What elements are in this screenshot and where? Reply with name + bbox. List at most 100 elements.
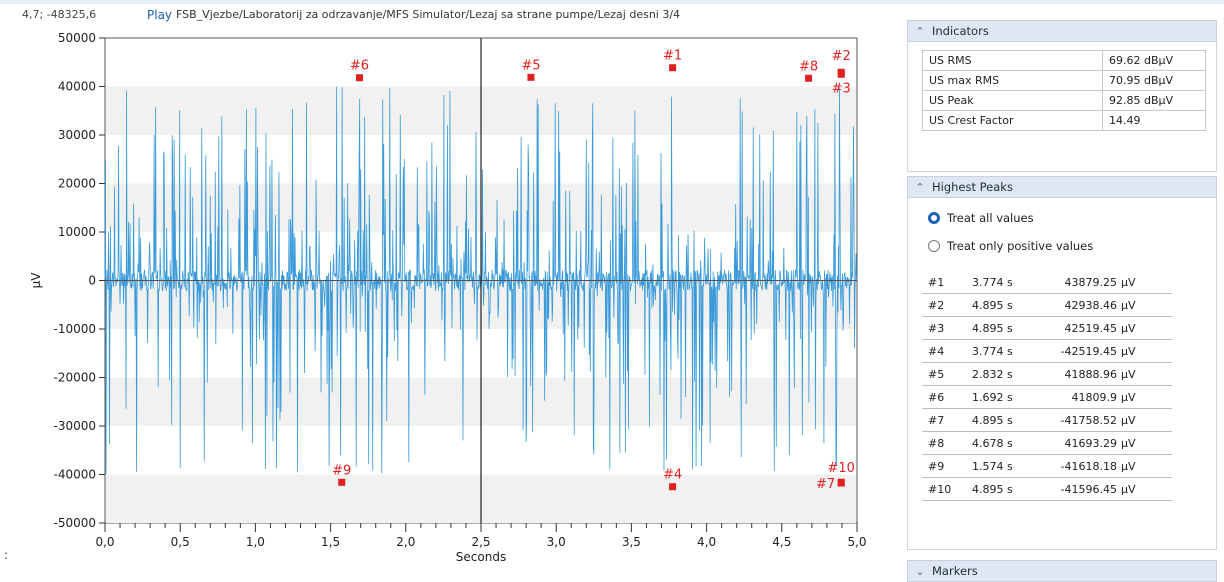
peak-unit: µV	[1121, 271, 1172, 294]
peak-row[interactable]: #7 4.895 s -41758.52 µV	[922, 408, 1172, 432]
peak-value: 41809.9	[1042, 385, 1121, 409]
top-strip	[0, 0, 1224, 4]
peak-time: 4.678 s	[972, 431, 1042, 455]
y-axis: 50000 40000 30000 20000 10000 0 -10000 -20000 -3…	[53, 31, 105, 530]
peak-row[interactable]: #8 4.678 s 41693.29 µV	[922, 431, 1172, 455]
indicators-panel-header[interactable]: ⌃ Indicators	[907, 20, 1217, 42]
peak-value: 41888.96	[1042, 362, 1121, 386]
indicators-title: Indicators	[932, 24, 989, 38]
highest-peaks-panel-header[interactable]: ⌃ Highest Peaks	[907, 176, 1217, 198]
indicator-row: US max RMS 70.95 dBµV	[922, 70, 1206, 91]
peak-marker-square	[338, 478, 346, 486]
peak-marker[interactable]: #4	[663, 468, 682, 491]
treat-all-label: Treat all values	[947, 211, 1034, 225]
radio-selected-icon[interactable]	[928, 212, 940, 224]
peak-id: #9	[922, 454, 972, 478]
peak-marker-label: #2	[832, 49, 851, 64]
peak-time: 4.895 s	[972, 408, 1042, 432]
peak-row[interactable]: #3 4.895 s 42519.45 µV	[922, 316, 1172, 340]
collapse-chevron-icon[interactable]: ⌃	[915, 180, 925, 194]
peak-unit: µV	[1121, 339, 1172, 363]
y-tick-label: -20000	[53, 371, 96, 385]
peak-marker-label: #8	[799, 59, 818, 74]
x-axis-label: Seconds	[456, 550, 506, 564]
x-tick-label: 3,0	[547, 535, 566, 549]
indicator-row: US Crest Factor 14.49	[922, 110, 1206, 131]
cursor-coordinates: 4,7; -48325,6	[22, 8, 97, 21]
peak-marker-label: #3	[832, 81, 851, 96]
x-tick-label: 0,0	[95, 535, 114, 549]
highest-peaks-title: Highest Peaks	[932, 180, 1013, 194]
peak-unit: µV	[1121, 316, 1172, 340]
peak-time: 3.774 s	[972, 271, 1042, 294]
y-tick-label: 50000	[58, 31, 96, 45]
peak-marker[interactable]: #5	[521, 58, 541, 81]
peak-row[interactable]: #2 4.895 s 42938.46 µV	[922, 293, 1172, 317]
y-tick-label: 0	[88, 274, 96, 288]
peak-value: 41693.29	[1042, 431, 1121, 455]
peak-row[interactable]: #10 4.895 s -41596.45 µV	[922, 477, 1172, 501]
peak-id: #6	[922, 385, 972, 409]
collapse-chevron-icon[interactable]: ⌃	[915, 24, 925, 38]
y-tick-label: -40000	[53, 468, 96, 482]
peak-marker-label: #4	[663, 468, 682, 483]
peak-time: 4.895 s	[972, 316, 1042, 340]
peak-marker-square	[355, 74, 363, 82]
x-axis: 0,0 0,5 1,0 1,5 2,0 2,5 3,0 3,5 4,0 4,5 5,0	[95, 523, 867, 549]
peak-unit: µV	[1121, 477, 1172, 501]
peak-marker-label: #9	[332, 463, 351, 478]
peak-marker[interactable]: #1	[663, 49, 682, 72]
markers-title: Markers	[932, 564, 978, 578]
peak-value: 43879.25	[1042, 271, 1121, 294]
markers-panel-header[interactable]: ⌄ Markers	[907, 560, 1217, 582]
peak-marker-square	[527, 73, 535, 81]
x-tick-label: 0,5	[171, 535, 190, 549]
indicator-row: US Peak 92.85 dBµV	[922, 90, 1206, 111]
play-link[interactable]: Play	[147, 8, 173, 22]
peak-marker[interactable]: #9	[332, 463, 351, 486]
indicator-label: US RMS	[922, 50, 1103, 71]
peak-value: -41596.45	[1042, 477, 1121, 501]
waveform-chart[interactable]: #1 #2 #3 #4 #5 #6 #7 #8 #9 #10 50000 40000 30000 200…	[0, 0, 900, 572]
peak-marker-label: #6	[350, 59, 369, 74]
treat-positive-label: Treat only positive values	[947, 239, 1094, 253]
peak-marker[interactable]: #8	[799, 59, 818, 82]
y-tick-label: 40000	[58, 80, 96, 94]
treat-all-option[interactable]: Treat all values	[928, 211, 1034, 225]
y-axis-label: µV	[29, 272, 43, 289]
peak-id: #7	[922, 408, 972, 432]
radio-unselected-icon[interactable]	[928, 240, 940, 252]
peak-marker-label: #10	[827, 461, 854, 476]
peak-row[interactable]: #5 2.832 s 41888.96 µV	[922, 362, 1172, 386]
measurement-path: FSB_Vjezbe/Laboratorij za odrzavanje/MFS…	[176, 8, 681, 21]
peak-time: 2.832 s	[972, 362, 1042, 386]
indicator-label: US max RMS	[922, 70, 1103, 91]
treat-positive-option[interactable]: Treat only positive values	[928, 239, 1093, 253]
peak-id: #10	[922, 477, 972, 501]
peak-id: #4	[922, 339, 972, 363]
peak-marker[interactable]: #10	[827, 461, 855, 486]
x-tick-label: 2,5	[471, 535, 490, 549]
peak-row[interactable]: #1 3.774 s 43879.25 µV	[922, 271, 1172, 294]
indicator-value: 14.49	[1102, 110, 1206, 131]
peak-marker-label: #5	[521, 58, 540, 73]
y-tick-label: -10000	[53, 322, 96, 336]
expand-chevron-icon[interactable]: ⌄	[915, 564, 925, 578]
peak-row[interactable]: #6 1.692 s 41809.9 µV	[922, 385, 1172, 409]
x-tick-label: 2,0	[396, 535, 415, 549]
left-edge-mark: :	[4, 548, 9, 562]
peak-time: 1.574 s	[972, 454, 1042, 478]
indicator-label: US Peak	[922, 90, 1103, 111]
peak-row[interactable]: #4 3.774 s -42519.45 µV	[922, 339, 1172, 363]
peak-row[interactable]: #9 1.574 s -41618.18 µV	[922, 454, 1172, 478]
indicator-value: 69.62 dBµV	[1102, 50, 1206, 71]
peak-unit: µV	[1121, 385, 1172, 409]
indicators-table: US RMS 69.62 dBµV US max RMS 70.95 dBµV US P…	[922, 50, 1206, 131]
y-tick-label: -30000	[53, 419, 96, 433]
peak-value: -41618.18	[1042, 454, 1121, 478]
peak-time: 4.895 s	[972, 293, 1042, 317]
indicator-value: 92.85 dBµV	[1102, 90, 1206, 111]
peak-id: #3	[922, 316, 972, 340]
peak-marker[interactable]: #3	[832, 70, 851, 97]
peak-marker[interactable]: #6	[350, 59, 369, 82]
